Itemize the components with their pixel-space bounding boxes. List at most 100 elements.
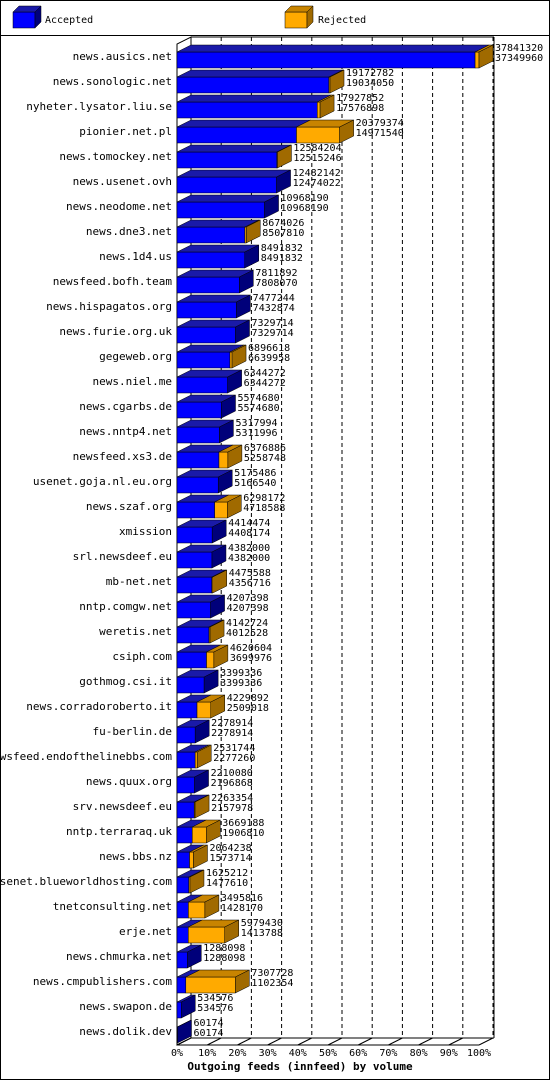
bar-front [185, 976, 236, 994]
y-tick-label: news.nntp4.net [79, 425, 172, 438]
bar-side [189, 869, 205, 894]
bar-side [177, 1019, 192, 1044]
x-tick-label: 50% [319, 1048, 337, 1059]
bar-front [317, 101, 321, 119]
bar-front [176, 476, 219, 494]
x-tick-label: 70% [379, 1048, 397, 1059]
total-label: 12584204 [293, 143, 341, 154]
bar-front [176, 626, 210, 644]
bar-side [244, 244, 260, 269]
accepted-label: 1413788 [241, 928, 283, 939]
y-tick-label: news.neodome.net [66, 200, 172, 213]
accepted-label: 2157978 [211, 803, 253, 814]
tick-mark [267, 1037, 282, 1046]
x-tick-label: 40% [289, 1048, 307, 1059]
accepted-label: 3699976 [230, 653, 272, 664]
total-label: 7477244 [253, 293, 295, 304]
bar-front [218, 451, 229, 469]
bar-front [176, 501, 215, 519]
bar-side [236, 294, 251, 319]
tick-mark [418, 1037, 433, 1046]
bar-front [188, 926, 225, 944]
y-tick-label: news.hispagatos.org [46, 300, 172, 313]
bar-side [213, 644, 229, 669]
accepted-label: 2278914 [211, 728, 253, 739]
x-tick-label: 10% [198, 1048, 216, 1059]
total-label: 4207398 [227, 593, 269, 604]
y-tick-label: nntp.terraraq.uk [66, 825, 172, 838]
bar-side [217, 469, 233, 494]
bar-side [212, 569, 227, 594]
y-tick-label: newsfeed.xs3.de [73, 450, 172, 463]
accepted-label: 4408174 [228, 528, 270, 539]
legend-swatch [12, 11, 36, 29]
bar-top [176, 69, 344, 78]
y-tick-label: nntp.comgw.net [79, 600, 172, 613]
bar-front [176, 751, 196, 769]
accepted-label: 1573714 [209, 853, 251, 864]
accepted-label: 1428170 [221, 903, 263, 914]
bar-front [176, 526, 213, 544]
total-label: 1288098 [203, 943, 245, 954]
bar-front [176, 1001, 182, 1019]
total-label: 4142724 [226, 618, 268, 629]
bar-side [206, 819, 221, 844]
accepted-label: 4356716 [229, 578, 271, 589]
accepted-label: 5574680 [237, 403, 279, 414]
y-tick-label: gegeweb.org [99, 350, 172, 363]
x-tick-label: 30% [259, 1048, 277, 1059]
tick-mark [297, 1037, 313, 1046]
bar-side [203, 669, 219, 694]
y-tick-label: usenet.goja.nl.eu.org [33, 475, 172, 488]
tick-mark [206, 1037, 222, 1046]
y-tick-label: csiph.com [112, 650, 172, 663]
y-tick-label: news.ausics.net [73, 50, 172, 63]
bar-side [187, 944, 202, 969]
y-tick-label: news.corradoroberto.it [26, 700, 172, 713]
y-tick-label: news.sonologic.net [53, 75, 172, 88]
bar-front [474, 51, 480, 69]
bar-front [176, 376, 228, 394]
accepted-label: 7432874 [253, 303, 295, 314]
bar-front [176, 801, 195, 819]
y-tick-label: news.cgarbs.de [79, 400, 172, 413]
total-label: 19172782 [346, 68, 394, 79]
bar-side [319, 94, 335, 119]
tick-mark [388, 1037, 403, 1046]
accepted-label: 1102354 [251, 978, 293, 989]
total-label: 5317994 [235, 418, 277, 429]
bar-front [176, 101, 318, 119]
y-tick-label: gothmog.csi.it [79, 675, 172, 688]
bar-side [194, 719, 210, 744]
total-label: 2263354 [211, 793, 253, 804]
accepted-label: 5258748 [244, 453, 286, 464]
total-label: 60174 [193, 1018, 223, 1029]
legend-label: Accepted [45, 15, 93, 26]
y-tick-label: news.usenet.ovh [73, 175, 172, 188]
bar-front [229, 351, 233, 369]
bar-front [176, 876, 190, 894]
bar-side [194, 769, 209, 794]
bar-side [211, 519, 227, 544]
accepted-label: 4207398 [227, 603, 269, 614]
total-label: 534576 [197, 993, 233, 1004]
x-tick-label: 60% [349, 1048, 367, 1059]
bar-front [176, 701, 198, 719]
x-axis-title: Outgoing feeds (innfeed) by volume [187, 1060, 413, 1073]
bar-front [176, 126, 297, 144]
bar-front [176, 576, 213, 594]
total-label: 20379374 [356, 118, 404, 129]
total-label: 7329714 [251, 318, 293, 329]
accepted-label: 2196868 [211, 778, 253, 789]
accepted-label: 2277260 [213, 753, 255, 764]
bar-side [277, 144, 292, 169]
bar-front [188, 901, 206, 919]
bar-front [176, 226, 246, 244]
total-label: 2531744 [213, 743, 255, 754]
total-label: 2064238 [209, 843, 251, 854]
y-tick-label: fu-berlin.de [93, 725, 172, 738]
bar-front [176, 601, 211, 619]
total-label: 3399336 [220, 668, 262, 679]
total-label: 6298172 [243, 493, 285, 504]
total-label: 5979430 [241, 918, 283, 929]
